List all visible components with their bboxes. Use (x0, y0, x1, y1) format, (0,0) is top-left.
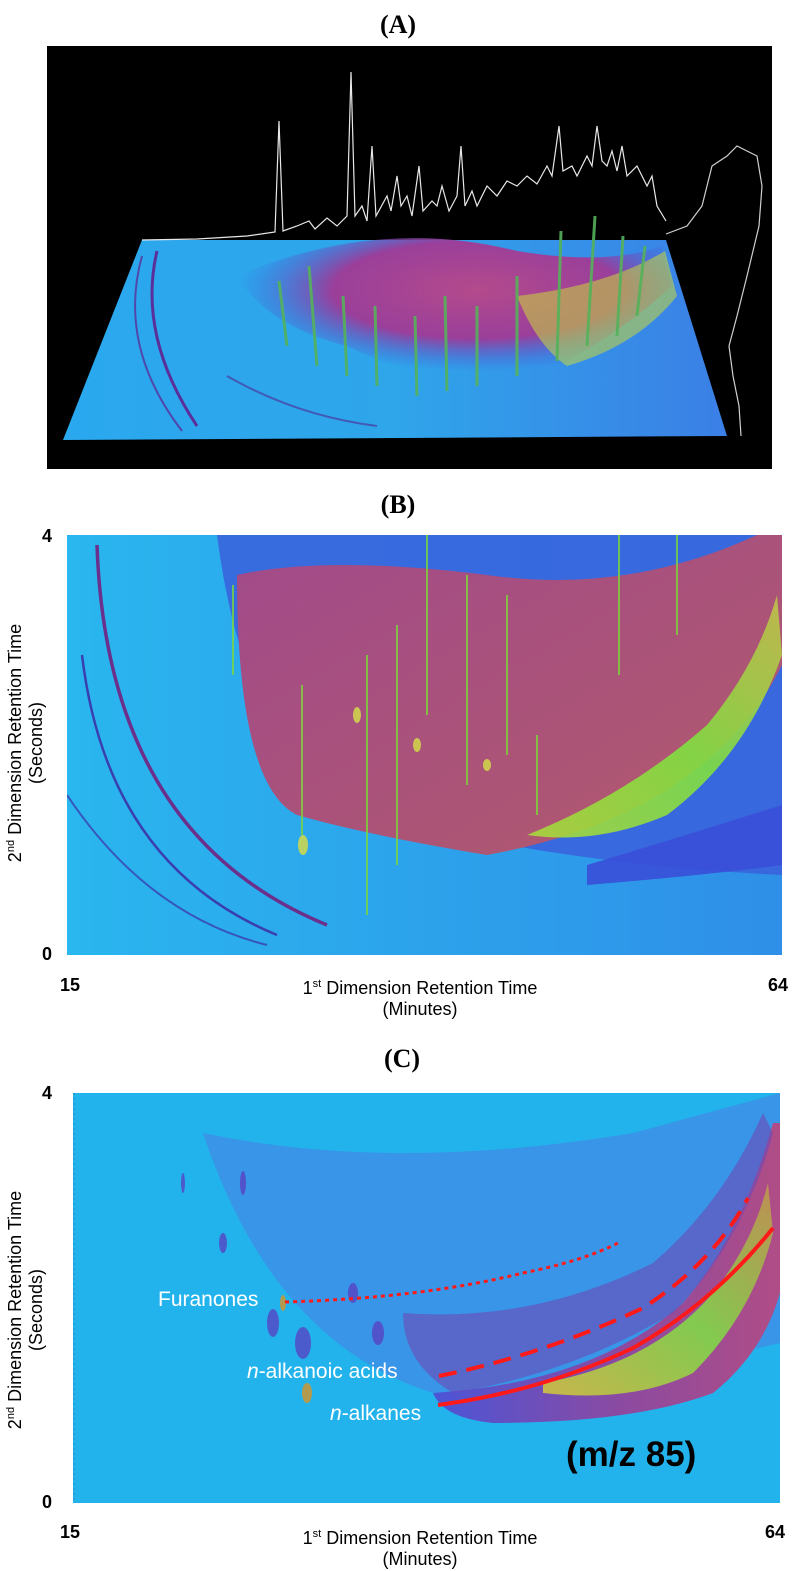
panel-b-x-tick-left: 15 (60, 975, 81, 995)
panel-c-x-tick-right: 64 (765, 1522, 786, 1542)
annotation-furanones: Furanones (158, 1288, 259, 1311)
panel-b-contour-plot (66, 535, 782, 955)
panel-a-tic-trace (141, 71, 667, 241)
annotation-alkanoic-acids: n-alkanoic acids (247, 1360, 398, 1383)
panel-c-x-axis-label: 1st Dimension Retention Time (Minutes) (302, 1528, 538, 1569)
panel-c-x-tick-left: 15 (60, 1522, 81, 1542)
panel-a-surface-plot (63, 71, 763, 440)
panel-b-y-tick-top: 4 (42, 526, 53, 546)
panel-b-y-axis-label: 2nd Dimension Retention Time (Seconds) (5, 623, 46, 863)
panel-b-x-tick-right: 64 (768, 975, 789, 995)
panel-b-label: (B) (380, 490, 416, 519)
panel-b-x-axis-label: 1st Dimension Retention Time (Minutes) (302, 978, 538, 1019)
panel-a-3d-chromatogram (47, 46, 772, 469)
panel-a-label: (A) (379, 10, 417, 39)
panel-a-peaks (277, 215, 647, 397)
panel-b-peaks (232, 535, 678, 915)
panel-c-contour-plot (73, 1093, 780, 1503)
mz-label: (m/z 85) (566, 1435, 697, 1474)
panel-c-y-tick-top: 4 (42, 1083, 53, 1103)
furanones-trend-line (284, 1241, 619, 1304)
panel-c-y-tick-bottom: 0 (42, 1492, 53, 1512)
alkanes-trend-line (437, 1226, 775, 1407)
panel-c-label: (C) (383, 1044, 421, 1073)
alkanoic-acids-trend-line (438, 1197, 750, 1378)
panel-b-y-tick-bottom: 0 (42, 944, 53, 964)
annotation-alkanes: n-alkanes (330, 1402, 422, 1425)
panel-c-y-axis-label: 2nd Dimension Retention Time (Seconds) (5, 1190, 46, 1430)
